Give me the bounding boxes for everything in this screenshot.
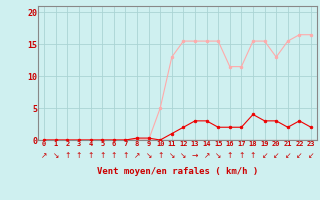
Text: ↘: ↘ <box>145 151 152 160</box>
Text: ↘: ↘ <box>52 151 59 160</box>
Text: ↙: ↙ <box>273 151 279 160</box>
Text: ↑: ↑ <box>122 151 129 160</box>
Text: ↑: ↑ <box>64 151 71 160</box>
Text: ↑: ↑ <box>111 151 117 160</box>
Text: ↑: ↑ <box>99 151 105 160</box>
Text: ↗: ↗ <box>41 151 47 160</box>
Text: ↑: ↑ <box>227 151 233 160</box>
Text: ↑: ↑ <box>250 151 256 160</box>
Text: ↑: ↑ <box>157 151 164 160</box>
Text: ↙: ↙ <box>261 151 268 160</box>
Text: →: → <box>192 151 198 160</box>
Text: ↙: ↙ <box>296 151 303 160</box>
Text: ↘: ↘ <box>215 151 221 160</box>
Text: ↙: ↙ <box>284 151 291 160</box>
X-axis label: Vent moyen/en rafales ( km/h ): Vent moyen/en rafales ( km/h ) <box>97 167 258 176</box>
Text: ↗: ↗ <box>204 151 210 160</box>
Text: ↗: ↗ <box>134 151 140 160</box>
Text: ↙: ↙ <box>308 151 314 160</box>
Text: ↑: ↑ <box>238 151 244 160</box>
Text: ↑: ↑ <box>76 151 82 160</box>
Text: ↘: ↘ <box>169 151 175 160</box>
Text: ↘: ↘ <box>180 151 187 160</box>
Text: ↑: ↑ <box>87 151 94 160</box>
